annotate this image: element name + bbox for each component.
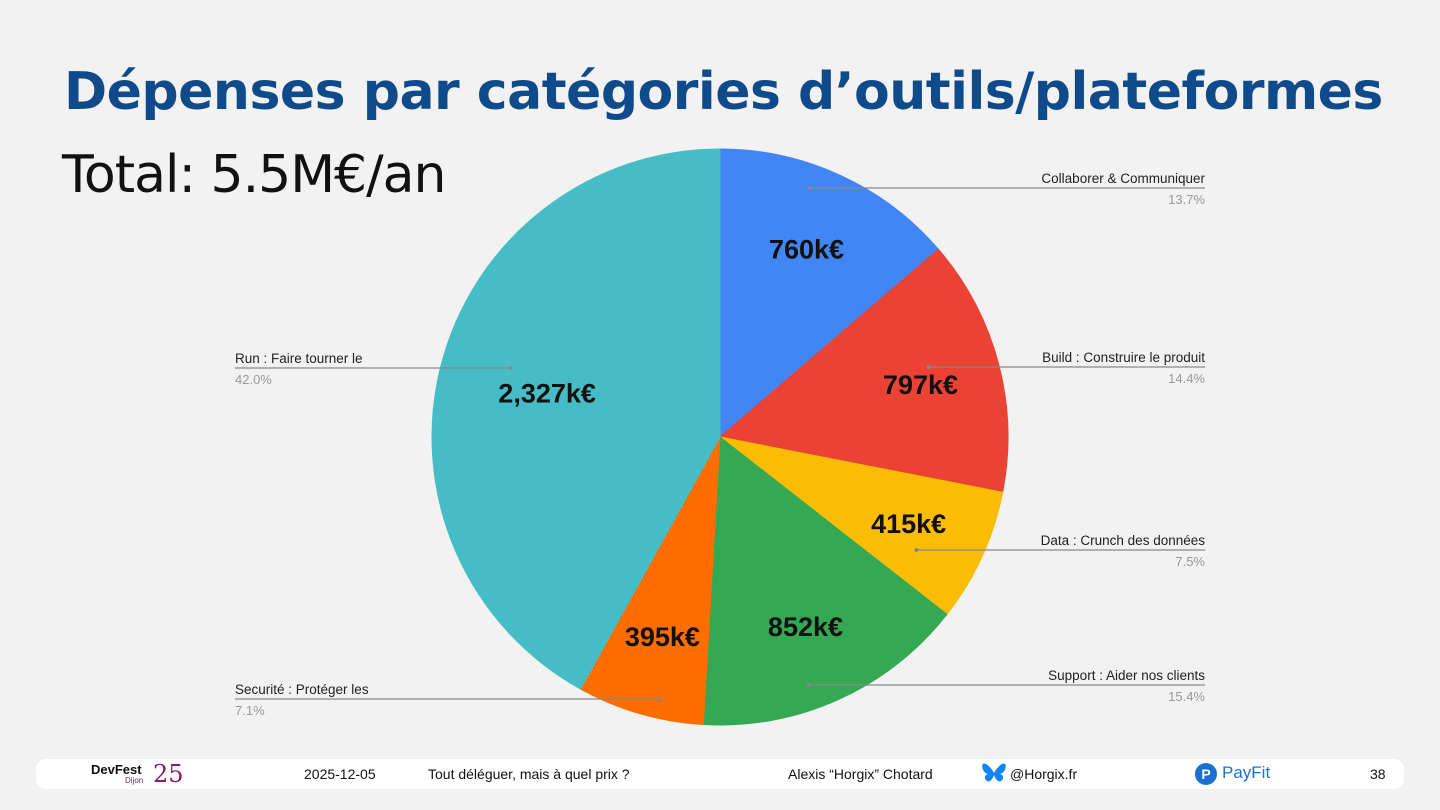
leader-dot-run bbox=[508, 366, 513, 370]
pie-slice-run bbox=[431, 148, 721, 690]
slice-label-build: Build : Construire le produit bbox=[1042, 350, 1205, 365]
slice-label-data: Data : Crunch des données bbox=[1041, 533, 1206, 548]
slice-value-securite: 395k€ bbox=[625, 622, 700, 652]
slice-label-securite: Securité : Protéger les bbox=[235, 682, 369, 697]
footer-page-number: 38 bbox=[1370, 766, 1386, 782]
slice-label-collaborer-communiquer: Collaborer & Communiquer bbox=[1041, 171, 1205, 186]
payfit-icon: P bbox=[1195, 763, 1217, 785]
slice-percent-data: 7.5% bbox=[1175, 554, 1205, 569]
pie-slice-securite bbox=[579, 436, 721, 726]
slice-label-run: Run : Faire tourner le bbox=[235, 351, 363, 366]
slice-percent-build: 14.4% bbox=[1168, 371, 1205, 386]
slice-value-build: 797k€ bbox=[883, 370, 958, 400]
slice-percent-support: 15.4% bbox=[1168, 689, 1205, 704]
devfest-logo-brand: DevFest bbox=[91, 762, 142, 777]
devfest-logo: DevFest Dijon 25 bbox=[91, 760, 186, 788]
footer-speaker: Alexis “Horgix” Chotard bbox=[788, 766, 933, 782]
bluesky-icon bbox=[982, 763, 1006, 782]
footer-date: 2025-12-05 bbox=[304, 766, 376, 782]
slice-label-support: Support : Aider nos clients bbox=[1048, 668, 1205, 683]
slice-percent-collaborer-communiquer: 13.7% bbox=[1168, 192, 1205, 207]
pie-slice-support bbox=[702, 436, 948, 726]
total-spend: Total: 5.5M€/an bbox=[62, 145, 446, 205]
leader-dot-collaborer-communiquer bbox=[808, 186, 813, 190]
pie-slice-data bbox=[719, 436, 1004, 616]
slice-value-run: 2,327k€ bbox=[498, 378, 596, 408]
footer-talk-title: Tout déléguer, mais à quel prix ? bbox=[428, 766, 630, 782]
leader-dot-data bbox=[914, 548, 919, 552]
leader-dot-securite bbox=[657, 697, 662, 701]
pie-slice-build bbox=[718, 248, 1009, 493]
leader-dot-build bbox=[926, 365, 931, 369]
slice-percent-run: 42.0% bbox=[235, 372, 272, 387]
footer-handle[interactable]: @Horgix.fr bbox=[1010, 766, 1078, 782]
slice-value-support: 852k€ bbox=[768, 612, 843, 642]
pie-chart: 760k€ Collaborer & Communiquer 13.7% 797k€ B… bbox=[235, 148, 1206, 726]
svg-text:P: P bbox=[1201, 766, 1210, 782]
slice-percent-securite: 7.1% bbox=[235, 703, 265, 718]
slice-value-collaborer-communiquer: 760k€ bbox=[769, 235, 844, 265]
slide-title: Dépenses par catégories d’outils/platefo… bbox=[64, 62, 1383, 122]
devfest-logo-city: Dijon bbox=[125, 776, 144, 785]
footer-company: PayFit bbox=[1222, 763, 1271, 782]
leader-dot-support bbox=[807, 683, 812, 687]
pie-slice-collaborer-communiquer bbox=[719, 148, 940, 439]
footer-bar: DevFest Dijon 25 2025-12-05 Tout délégue… bbox=[36, 759, 1404, 789]
slice-value-data: 415k€ bbox=[871, 509, 946, 539]
devfest-logo-year: 25 bbox=[153, 760, 184, 788]
